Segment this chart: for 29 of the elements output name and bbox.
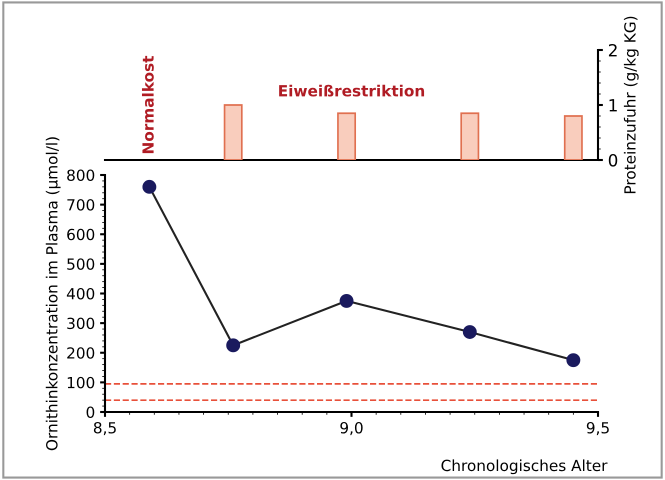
x-tick-label: 8,5: [94, 422, 116, 436]
y2-tick-label: 2: [608, 44, 617, 56]
y-tick-label: 600: [67, 228, 94, 240]
bar: [564, 115, 583, 160]
y-tick-label: 0: [86, 406, 94, 418]
bar: [460, 112, 480, 160]
x-tick-label: 9,5: [586, 422, 609, 436]
bar: [224, 104, 243, 160]
x-tick-label: 9,0: [340, 422, 363, 436]
y2-tick-label: 0: [608, 154, 618, 167]
point: [340, 294, 354, 308]
x-axis-title: Chronologisches Alter: [441, 459, 608, 474]
annotation: Normalkost: [142, 56, 154, 154]
point: [226, 338, 240, 352]
y-tick-label: 300: [67, 318, 94, 330]
y-tick-label: 500: [67, 258, 94, 270]
y-tick-label: 800: [67, 169, 94, 182]
y-tick-label: 200: [67, 347, 94, 359]
point: [462, 325, 477, 339]
bar: [337, 112, 356, 160]
y2-tick-label: 1: [610, 99, 617, 112]
point: [566, 353, 580, 368]
y-axis-title: Ornithinkonzentration im Plasma (µmol/l): [46, 137, 61, 450]
annotation: Eiweißrestriktion: [279, 84, 424, 97]
y-tick-label: 400: [66, 288, 94, 300]
y-tick-label: 100: [68, 376, 94, 388]
point: [142, 180, 156, 194]
y-tick-label: 700: [67, 199, 94, 211]
y2-axis-title: Proteinzufuhr (g/kg KG): [624, 16, 639, 194]
